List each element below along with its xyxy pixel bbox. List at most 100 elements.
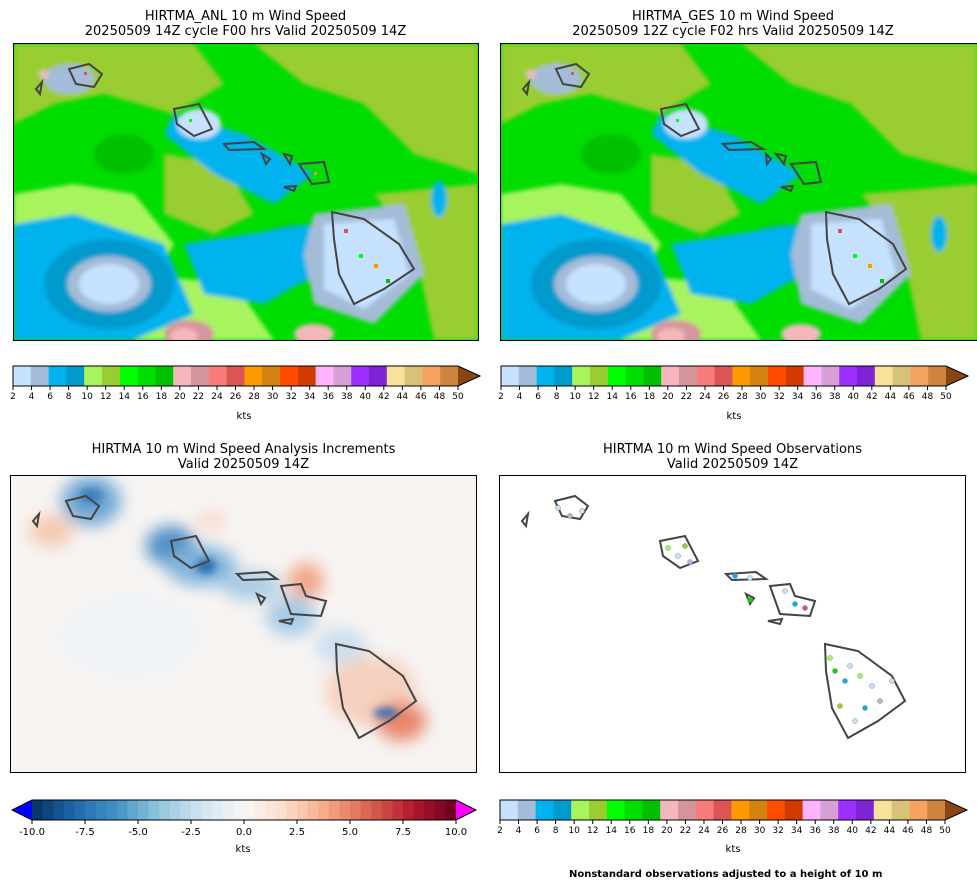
colorbar-segment <box>226 366 245 386</box>
colorbar-segment <box>839 366 858 386</box>
colorbar-segment <box>222 800 234 820</box>
colorbar-tick-label: 7.5 <box>395 827 411 838</box>
obs-field <box>500 476 965 772</box>
colorbar-segment <box>85 800 97 820</box>
colorbar-tick-label: 36 <box>810 392 822 402</box>
colorbar-segment <box>351 366 370 386</box>
colorbar-segment <box>371 800 383 820</box>
colorbar-segment <box>803 366 822 386</box>
colorbar-tick-label: 24 <box>211 392 223 402</box>
colorbar-tick-label: 14 <box>606 392 618 402</box>
colorbar-tick-label: 40 <box>846 826 859 836</box>
colorbar-segment <box>13 366 32 386</box>
colorbar-tick-label: 20 <box>174 392 186 402</box>
colorbar-segment <box>297 800 309 820</box>
colorbar-segment <box>678 800 697 820</box>
colorbar-segment <box>116 800 128 820</box>
colorbar-tick-label: 16 <box>624 826 636 836</box>
colorbar-tick-label: 34 <box>791 392 804 402</box>
colorbar-segment <box>892 366 911 386</box>
colorbar-segment <box>607 366 627 386</box>
colorbar-tick-label: 26 <box>229 392 242 402</box>
colorbar-tick-label: 34 <box>790 826 803 836</box>
colorbar-segment <box>137 366 156 386</box>
colorbar-segment <box>32 800 44 820</box>
colorbar-tick-label: 8 <box>65 392 72 402</box>
colorbar-tick-label: 50 <box>940 392 952 402</box>
colorbar-segment <box>422 366 441 386</box>
colorbar-tick-label: 24 <box>698 826 710 836</box>
colorbar-segment <box>838 800 857 820</box>
colorbar-tick-label: 32 <box>772 826 784 836</box>
colorbar-tick-label: 32 <box>773 392 785 402</box>
anl-title-line2: 20250509 14Z cycle F00 hrs Valid 2025050… <box>84 24 407 39</box>
colorbar-segment <box>679 366 698 386</box>
anl-colorbar <box>12 365 482 390</box>
ges-map <box>500 43 977 341</box>
colorbar-segment <box>642 800 661 820</box>
anl-title: HIRTMA_ANL 10 m Wind Speed 20250509 14Z … <box>13 9 478 39</box>
inc-map <box>10 475 477 773</box>
colorbar-tick-label: 28 <box>735 826 747 836</box>
colorbar-tick-label: 2 <box>10 392 16 402</box>
colorbar-segment <box>48 366 67 386</box>
colorbar-segment <box>413 800 425 820</box>
colorbar-tick-label: 50 <box>939 826 951 836</box>
colorbar-segment <box>606 800 626 820</box>
colorbar-tick-label: 38 <box>829 392 841 402</box>
ges-field <box>501 44 977 340</box>
colorbar-tick-label: 28 <box>736 392 748 402</box>
colorbar-tick-label: 2 <box>497 826 503 836</box>
colorbar-segment <box>554 366 573 386</box>
colorbar-segment <box>369 366 388 386</box>
colorbar-segment <box>381 800 393 820</box>
colorbar-segment <box>280 366 299 386</box>
obs-title-line2: Valid 20250509 14Z <box>666 457 799 472</box>
colorbar-segment <box>624 800 643 820</box>
colorbar-tick-label: 20 <box>662 392 674 402</box>
colorbar-tick-label: 12 <box>99 392 112 402</box>
colorbar-segment <box>517 800 537 820</box>
colorbar-segment <box>535 800 554 820</box>
colorbar-tick-label: 32 <box>285 392 297 402</box>
colorbar-tick-label: 18 <box>643 392 656 402</box>
colorbar-segment <box>328 800 340 820</box>
colorbar-tick-label: 2.5 <box>289 827 305 838</box>
colorbar-tick-label: 2 <box>498 392 504 402</box>
colorbar-segment <box>386 366 406 386</box>
colorbar-segment <box>84 366 103 386</box>
ges-colorbar-label: kts <box>726 411 742 422</box>
ges-speckles <box>571 72 884 283</box>
colorbar-segment <box>927 800 946 820</box>
colorbar-tick-label: 22 <box>192 392 205 402</box>
colorbar-segment <box>445 800 457 820</box>
colorbar-tick-label: 6 <box>47 392 53 402</box>
colorbar-segment <box>262 366 281 386</box>
colorbar-segment <box>297 366 317 386</box>
colorbar-tick-label: 48 <box>921 392 934 402</box>
colorbar-segment <box>536 366 555 386</box>
colorbar-segment <box>404 366 423 386</box>
colorbar-tick-label: 38 <box>341 392 353 402</box>
colorbar-segment <box>440 366 459 386</box>
obs-title: HIRTMA 10 m Wind Speed Observations Vali… <box>499 442 966 472</box>
colorbar-tick-label: 5.0 <box>342 827 358 838</box>
obs-colorbar-label: kts <box>725 844 741 855</box>
colorbar-tick-label: 44 <box>883 826 896 836</box>
colorbar-segment <box>714 366 733 386</box>
colorbar-tick-label: 48 <box>920 826 933 836</box>
colorbar-tick-label: 8 <box>553 392 560 402</box>
colorbar-segment <box>909 800 928 820</box>
colorbar-segment <box>201 800 213 820</box>
colorbar-tick-label: 0.0 <box>236 827 252 838</box>
colorbar-segment <box>802 800 821 820</box>
obs-map <box>499 475 966 773</box>
colorbar-segment <box>212 800 224 820</box>
colorbar-tick-label: 8 <box>552 826 559 836</box>
colorbar-segment <box>589 800 608 820</box>
colorbar-tick-label: 16 <box>137 392 149 402</box>
colorbar-segment <box>749 800 768 820</box>
colorbar-segment <box>821 366 840 386</box>
colorbar-segment <box>191 366 210 386</box>
colorbar-segment <box>127 800 139 820</box>
